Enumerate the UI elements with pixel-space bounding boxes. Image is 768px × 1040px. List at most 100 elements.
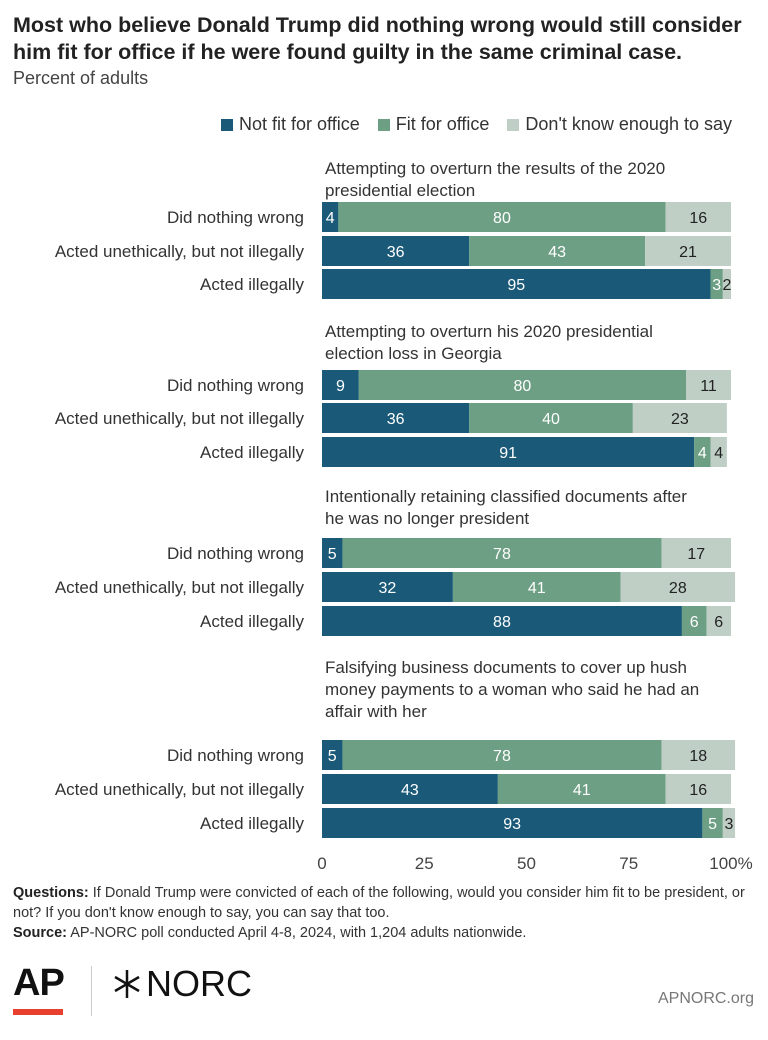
x-tick-label: 25 [415,854,434,873]
bar-segment-dont-know [686,370,731,400]
bar-segment-not-fit [322,236,470,266]
bar-segment-not-fit [322,572,453,602]
chart-notes: Questions: If Donald Trump were convicte… [13,883,758,943]
bar-segment-not-fit [322,774,498,804]
bar-segment-not-fit [322,808,703,838]
legend-item-fit: Fit for office [377,114,490,135]
bar-segment-not-fit [322,538,343,568]
legend: Not fit for office Fit for office Don't … [203,114,732,135]
legend-item-not-fit: Not fit for office [221,114,360,135]
data-label-not-fit: 5 [328,748,337,765]
bar-segment-fit [710,269,723,299]
data-label-dont-know: 3 [725,816,734,833]
bar-segment-dont-know [722,808,736,838]
row-label: Acted illegally [200,814,304,833]
norc-logo: NORC [112,963,252,1005]
legend-swatch-dont-know [507,118,520,131]
bar-segment-dont-know [665,202,731,232]
bar-segment-dont-know [710,437,727,467]
ap-logo: AP [13,962,65,1004]
bar-segment-fit [694,437,711,467]
bar-segment-fit [469,403,633,433]
bar-segment-fit [497,774,666,804]
legend-item-dont-know: Don't know enough to say [507,114,732,135]
group-title-line: affair with her [325,702,427,721]
group-title-line: money payments to a woman who said he ha… [325,680,699,699]
data-label-fit: 43 [548,244,566,261]
stacked-bar-chart: Attempting to overturn the results of th… [55,159,753,873]
bar-segment-dont-know [620,572,736,602]
bar-segment-not-fit [322,269,711,299]
data-label-not-fit: 95 [507,277,525,294]
bar-segment-fit [469,236,646,266]
bar-segment-fit [452,572,621,602]
bar-segment-dont-know [665,774,731,804]
data-label-not-fit: 36 [387,411,405,428]
row-label: Acted unethically, but not illegally [55,242,305,261]
row-label: Acted unethically, but not illegally [55,780,305,799]
data-label-dont-know: 28 [669,580,687,597]
group-title-line: Intentionally retaining classified docum… [325,487,687,506]
data-label-fit: 3 [712,277,721,294]
bar-segment-not-fit [322,437,695,467]
source-note: Source: AP-NORC poll conducted April 4-8… [13,923,758,943]
data-label-not-fit: 4 [326,210,335,227]
site-link[interactable]: APNORC.org [657,990,754,1007]
data-label-fit: 80 [493,210,511,227]
source-label: Source: [13,925,67,941]
row-label: Acted illegally [200,275,304,294]
data-label-dont-know: 11 [700,378,717,395]
group-title-line: Attempting to overturn the results of th… [325,159,665,178]
data-label-fit: 80 [514,378,532,395]
bar-segment-not-fit [322,740,343,770]
bar-segment-fit [342,740,662,770]
row-label: Did nothing wrong [167,746,304,765]
legend-label-not-fit: Not fit for office [239,114,360,134]
ap-logo-underline [13,1009,63,1015]
bar-segment-dont-know [722,269,731,299]
data-label-not-fit: 5 [328,546,337,563]
row-label: Did nothing wrong [167,208,304,227]
bar-segment-dont-know [645,236,731,266]
data-label-not-fit: 9 [336,378,345,395]
data-label-dont-know: 21 [679,244,697,261]
data-label-dont-know: 4 [714,445,723,462]
data-label-fit: 40 [542,411,560,428]
source-text: AP-NORC poll conducted April 4-8, 2024, … [70,925,527,941]
bar-segment-fit [338,202,666,232]
bar-segment-not-fit [322,370,359,400]
legend-swatch-fit [377,118,390,131]
questions-label: Questions: [13,885,89,901]
bar-segment-fit [342,538,662,568]
group-title-line: Attempting to overturn his 2020 presiden… [325,322,653,341]
data-label-fit: 4 [698,445,707,462]
data-label-not-fit: 43 [401,782,419,799]
bar-segment-fit [358,370,687,400]
norc-logo-text: NORC [146,963,252,1004]
data-label-not-fit: 88 [493,614,511,631]
bar-segment-not-fit [322,403,470,433]
data-label-not-fit: 32 [379,580,397,597]
data-label-not-fit: 36 [387,244,405,261]
group-title-line: Falsifying business documents to cover u… [325,658,687,677]
data-label-dont-know: 6 [714,614,723,631]
bar-segment-fit [702,808,723,838]
data-label-dont-know: 2 [722,277,731,294]
x-tick-label: 0 [317,854,326,873]
bar-segment-fit [681,606,707,636]
bar-segment-not-fit [322,202,339,232]
bar-segment-dont-know [706,606,731,636]
questions-note: Questions: If Donald Trump were convicte… [13,883,758,923]
questions-text: If Donald Trump were convicted of each o… [13,885,745,921]
x-tick-label: 50 [517,854,536,873]
data-label-not-fit: 93 [503,816,521,833]
legend-label-dont-know: Don't know enough to say [525,114,732,134]
data-label-dont-know: 17 [687,546,705,563]
legend-swatch-not-fit [221,118,233,131]
row-label: Did nothing wrong [167,376,304,395]
data-label-dont-know: 16 [689,782,707,799]
data-label-fit: 41 [573,782,591,799]
x-tick-label: 100% [709,854,752,873]
legend-label-fit: Fit for office [395,114,490,134]
data-label-dont-know: 18 [689,748,707,765]
